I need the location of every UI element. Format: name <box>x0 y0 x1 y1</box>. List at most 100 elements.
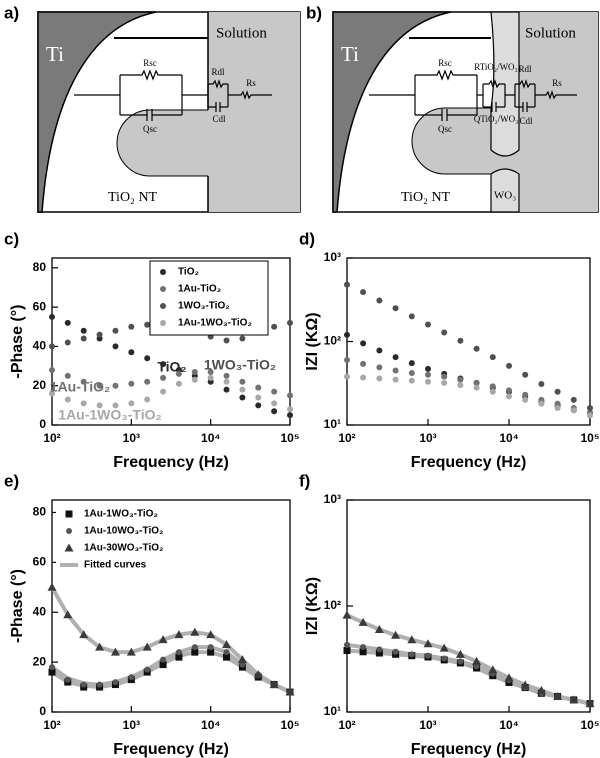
marker <box>239 335 246 342</box>
marker <box>587 412 593 419</box>
cdl-label: Cdl <box>212 114 226 124</box>
y-tick-label: 10³ <box>324 492 341 506</box>
x-tick-label: 10³ <box>123 431 140 445</box>
marker <box>538 400 545 407</box>
fit-curve <box>50 586 291 694</box>
x-tick-label: 10⁴ <box>201 718 220 732</box>
marker <box>392 376 399 383</box>
marker <box>522 371 529 378</box>
diagram-a: Ti Solution TiO₂ NT Rsc Qsc Rdl Cdl Rs <box>37 11 301 213</box>
marker <box>344 373 350 380</box>
marker <box>207 648 215 656</box>
marker <box>392 367 399 374</box>
y-tick-label: 60 <box>33 299 47 313</box>
marker <box>96 402 103 409</box>
nt-label: TiO₂ NT <box>108 190 158 205</box>
marker <box>522 396 529 403</box>
marker <box>64 676 71 683</box>
marker <box>223 653 231 661</box>
marker <box>504 673 514 682</box>
legend-label: 1Au-1WO₃-TiO₂ <box>178 318 252 329</box>
marker <box>191 644 198 651</box>
marker <box>191 368 198 375</box>
marker <box>271 408 278 415</box>
legend-swatch <box>160 320 166 326</box>
marker <box>80 378 87 385</box>
marker <box>223 337 230 344</box>
marker <box>457 658 464 665</box>
marker <box>96 382 103 389</box>
marker <box>49 366 55 373</box>
x-axis-label: Frequency (Hz) <box>113 454 229 471</box>
marker <box>344 331 350 338</box>
marker <box>64 372 71 379</box>
marker <box>473 379 480 386</box>
marker <box>271 388 278 395</box>
marker <box>222 640 232 649</box>
marker <box>489 383 496 390</box>
y-tick-label: 0 <box>39 704 46 718</box>
marker <box>223 649 230 656</box>
legend-label: TiO₂ <box>178 267 199 278</box>
marker <box>79 630 89 639</box>
r-layer-label: RTiO₂/WO₃ <box>474 62 517 72</box>
marker <box>128 349 135 356</box>
marker <box>554 400 561 407</box>
x-tick-label: 10⁵ <box>281 431 300 445</box>
marker <box>191 376 198 383</box>
annotation: 1Au-TiO₂ <box>50 379 110 395</box>
y-tick-label: 80 <box>33 260 47 274</box>
marker <box>49 664 55 671</box>
x-tick-label: 10² <box>338 718 355 732</box>
legend-label: 1Au-1WO₃-TiO₂ <box>84 509 158 520</box>
marker <box>144 396 151 403</box>
marker <box>506 393 512 400</box>
marker <box>253 670 263 679</box>
marker <box>457 382 464 389</box>
marker <box>175 649 182 656</box>
marker <box>553 692 563 701</box>
marker <box>255 384 262 391</box>
marker <box>506 387 512 394</box>
marker <box>128 674 135 681</box>
x-axis-label: Frequency (Hz) <box>411 454 527 471</box>
marker <box>569 695 579 704</box>
marker <box>223 378 230 385</box>
marker <box>473 345 480 352</box>
marker <box>344 641 350 648</box>
marker <box>554 388 561 395</box>
plot-frame <box>51 499 291 713</box>
fit-curve <box>50 650 291 694</box>
marker <box>441 655 448 662</box>
marker <box>360 360 367 367</box>
marker <box>376 375 383 382</box>
marker <box>408 377 415 384</box>
marker <box>391 630 401 639</box>
marker <box>175 653 183 661</box>
plot-frame <box>51 257 291 426</box>
marker <box>287 319 293 326</box>
panel-label: b) <box>306 3 322 22</box>
marker <box>64 396 71 403</box>
x-axis-label: Frequency (Hz) <box>113 741 229 758</box>
marker <box>255 394 262 401</box>
marker <box>144 321 151 328</box>
marker <box>160 388 167 395</box>
marker <box>520 680 530 689</box>
y-tick-label: 20 <box>33 378 47 392</box>
marker <box>506 362 512 369</box>
marker <box>269 680 279 689</box>
marker <box>522 391 529 398</box>
marker <box>207 644 214 651</box>
marker <box>206 630 216 639</box>
legend-swatch <box>160 269 166 275</box>
rs-label: Rs <box>552 78 562 88</box>
marker <box>80 335 87 342</box>
marker <box>160 361 167 368</box>
marker <box>128 380 135 387</box>
marker <box>112 327 119 334</box>
marker <box>47 582 57 591</box>
marker <box>570 396 577 403</box>
marker <box>376 646 383 653</box>
marker <box>360 644 367 651</box>
